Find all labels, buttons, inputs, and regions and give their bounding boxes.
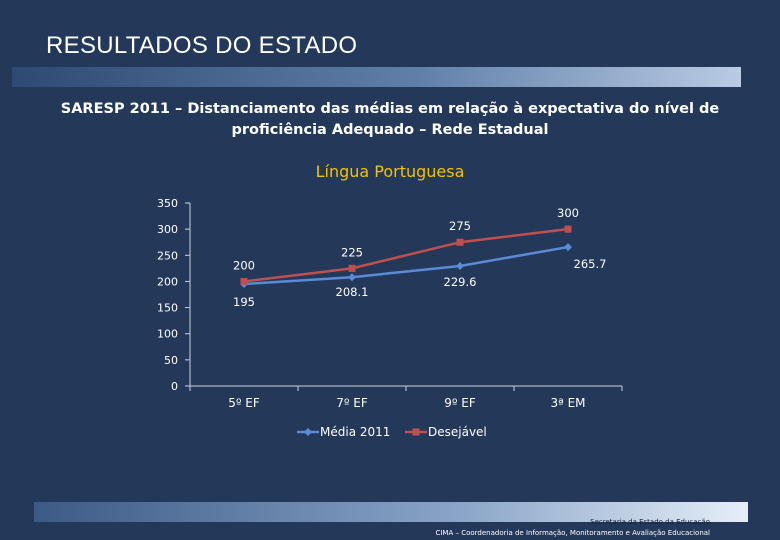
- y-tick-label: 100: [157, 328, 178, 341]
- legend-label: Desejável: [428, 425, 487, 439]
- title-bar: [12, 67, 741, 87]
- series-line-media-2011: [243, 245, 569, 286]
- footer-bar: [34, 502, 748, 522]
- legend-label: Média 2011: [320, 425, 390, 439]
- data-label: 275: [449, 219, 471, 233]
- data-labels: 195 208.1 229.6 265.7 200 225 275 300: [233, 206, 606, 309]
- point-media-2011: [348, 273, 356, 282]
- y-tick-label: 300: [157, 223, 178, 236]
- point-desejavel: [348, 264, 356, 272]
- footer-line-1: Secretaria da Estado da Educação: [590, 518, 710, 526]
- y-tick-label: 150: [157, 302, 178, 315]
- chart-legend: Média 2011 Desejável: [297, 425, 487, 439]
- y-tick-label: 50: [164, 354, 178, 367]
- footer-text: Secretaria da Estado da Educação CIMA – …: [435, 517, 710, 539]
- legend-marker-media-2011: [304, 428, 312, 436]
- point-desejavel: [564, 225, 572, 233]
- data-label: 225: [341, 245, 363, 259]
- data-label: 300: [557, 206, 579, 220]
- data-label: 200: [233, 258, 255, 272]
- chart-series: [240, 225, 572, 289]
- footer-line-2: CIMA – Coordenadoria de Informação, Moni…: [435, 529, 710, 537]
- y-tick-label: 0: [171, 380, 178, 393]
- chart-axes: [185, 202, 623, 391]
- point-media-2011: [564, 243, 572, 252]
- y-tick-label: 350: [157, 197, 178, 210]
- point-desejavel: [456, 238, 464, 246]
- point-media-2011: [456, 261, 464, 270]
- y-tick-label: 250: [157, 249, 178, 262]
- data-label: 208.1: [336, 285, 369, 299]
- y-tick-label: 200: [157, 275, 178, 288]
- slide-title: RESULTADOS DO ESTADO: [46, 32, 358, 59]
- x-tick-label: 3ª EM: [550, 396, 585, 410]
- y-tick-labels: 0 50 100 150 200 250 300 350: [157, 197, 178, 393]
- data-label: 265.7: [574, 257, 607, 271]
- data-label: 195: [233, 295, 255, 309]
- x-tick-label: 5º EF: [228, 396, 260, 410]
- x-tick-label: 9º EF: [444, 396, 476, 410]
- series-line-desejavel: [243, 227, 569, 283]
- legend-marker-desejavel: [412, 428, 420, 436]
- chart-subtitle: Língua Portuguesa: [315, 162, 465, 181]
- point-desejavel: [240, 277, 248, 285]
- x-tick-labels: 5º EF 7º EF 9º EF 3ª EM: [228, 396, 585, 410]
- data-label: 229.6: [444, 275, 477, 289]
- x-tick-label: 7º EF: [336, 396, 368, 410]
- chart-title: SARESP 2011 – Distanciamento das médias …: [60, 101, 720, 138]
